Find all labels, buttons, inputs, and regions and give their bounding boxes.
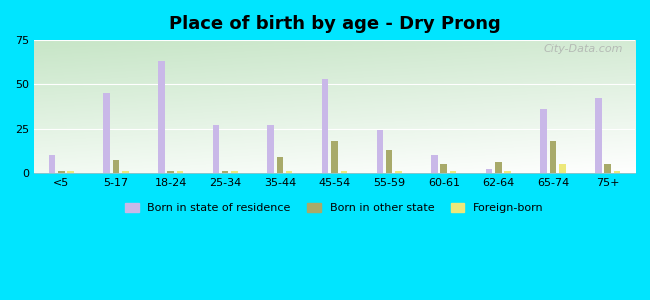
Bar	[167, 171, 174, 173]
Bar	[68, 171, 74, 173]
Text: City-Data.com: City-Data.com	[543, 44, 623, 54]
Bar	[322, 79, 328, 173]
Bar	[541, 109, 547, 173]
Bar	[595, 98, 602, 173]
Bar	[395, 171, 402, 173]
Bar	[441, 164, 447, 173]
Bar	[495, 162, 502, 173]
Bar	[177, 171, 183, 173]
Bar	[158, 61, 164, 173]
Bar	[504, 171, 511, 173]
Legend: Born in state of residence, Born in other state, Foreign-born: Born in state of residence, Born in othe…	[121, 198, 548, 218]
Bar	[486, 169, 493, 173]
Bar	[341, 171, 347, 173]
Bar	[376, 130, 383, 173]
Bar	[231, 171, 238, 173]
Bar	[103, 93, 110, 173]
Bar	[222, 171, 229, 173]
Bar	[122, 171, 129, 173]
Bar	[267, 125, 274, 173]
Bar	[286, 171, 292, 173]
Title: Place of birth by age - Dry Prong: Place of birth by age - Dry Prong	[168, 15, 500, 33]
Bar	[431, 155, 437, 173]
Bar	[49, 155, 55, 173]
Bar	[386, 150, 393, 173]
Bar	[450, 171, 456, 173]
Bar	[213, 125, 219, 173]
Bar	[614, 171, 620, 173]
Bar	[604, 164, 611, 173]
Bar	[112, 160, 119, 173]
Bar	[277, 157, 283, 173]
Bar	[332, 141, 338, 173]
Bar	[58, 171, 64, 173]
Bar	[559, 164, 566, 173]
Bar	[550, 141, 556, 173]
